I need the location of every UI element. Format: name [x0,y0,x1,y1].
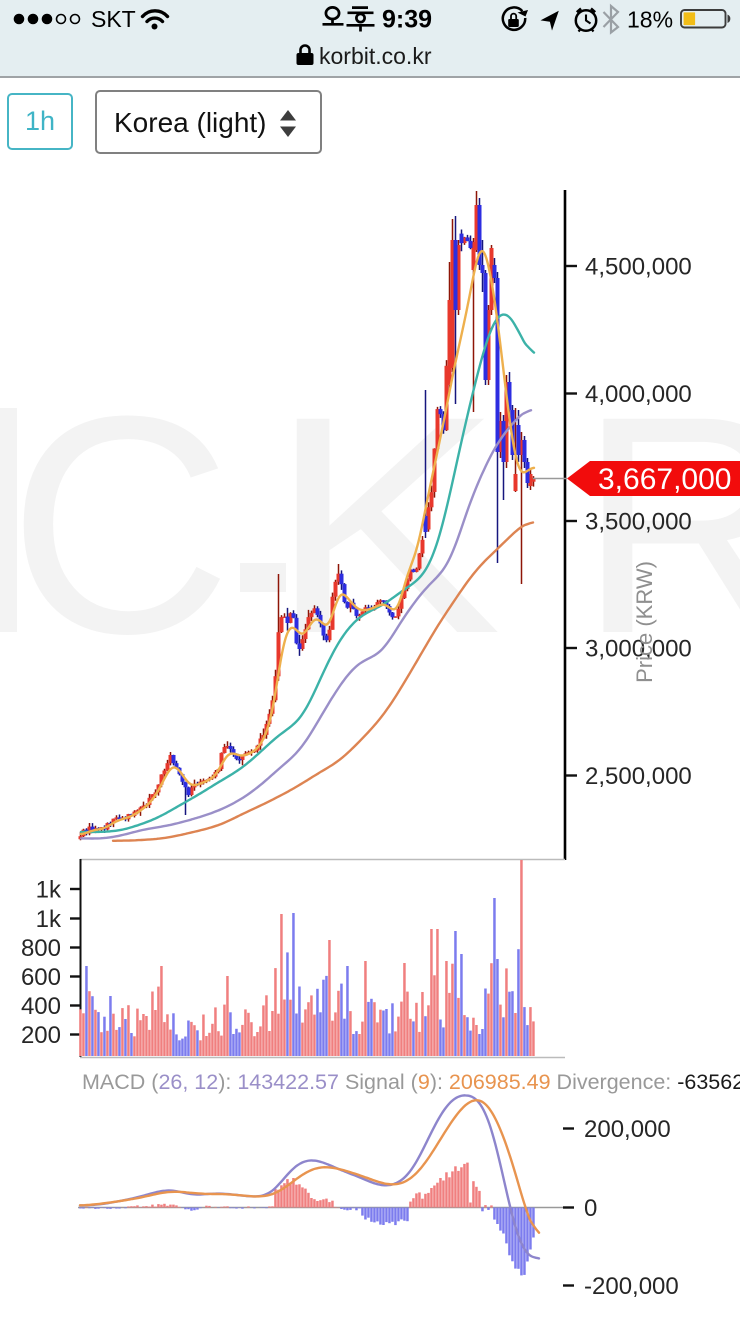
svg-text:400: 400 [21,993,61,1020]
svg-text:3,500,000: 3,500,000 [585,509,692,536]
svg-text:4,000,000: 4,000,000 [585,381,692,408]
svg-text:1k: 1k [36,906,62,933]
svg-text:SKT: SKT [91,6,136,32]
svg-text:200: 200 [21,1022,61,1049]
svg-text:600: 600 [21,964,61,991]
svg-text:-200,000: -200,000 [584,1273,679,1300]
svg-text:C: C [8,351,232,698]
svg-text:200,000: 200,000 [584,1116,671,1143]
svg-text:R: R [578,351,740,698]
svg-text:1k: 1k [36,877,62,904]
svg-text:3,667,000: 3,667,000 [598,463,731,496]
svg-text:0: 0 [584,1195,597,1222]
svg-text:800: 800 [21,935,61,962]
svg-text:MACD (26, 12): 143422.57 Signa: MACD (26, 12): 143422.57 Signal (9): 206… [82,1070,740,1094]
svg-text:2,500,000: 2,500,000 [585,763,692,790]
svg-text:Price (KRW): Price (KRW) [632,561,657,683]
svg-text:4,500,000: 4,500,000 [585,254,692,281]
svg-text:9:39: 9:39 [382,6,432,34]
svg-text:3,000,000: 3,000,000 [585,636,692,663]
svg-text:18%: 18% [627,7,673,33]
